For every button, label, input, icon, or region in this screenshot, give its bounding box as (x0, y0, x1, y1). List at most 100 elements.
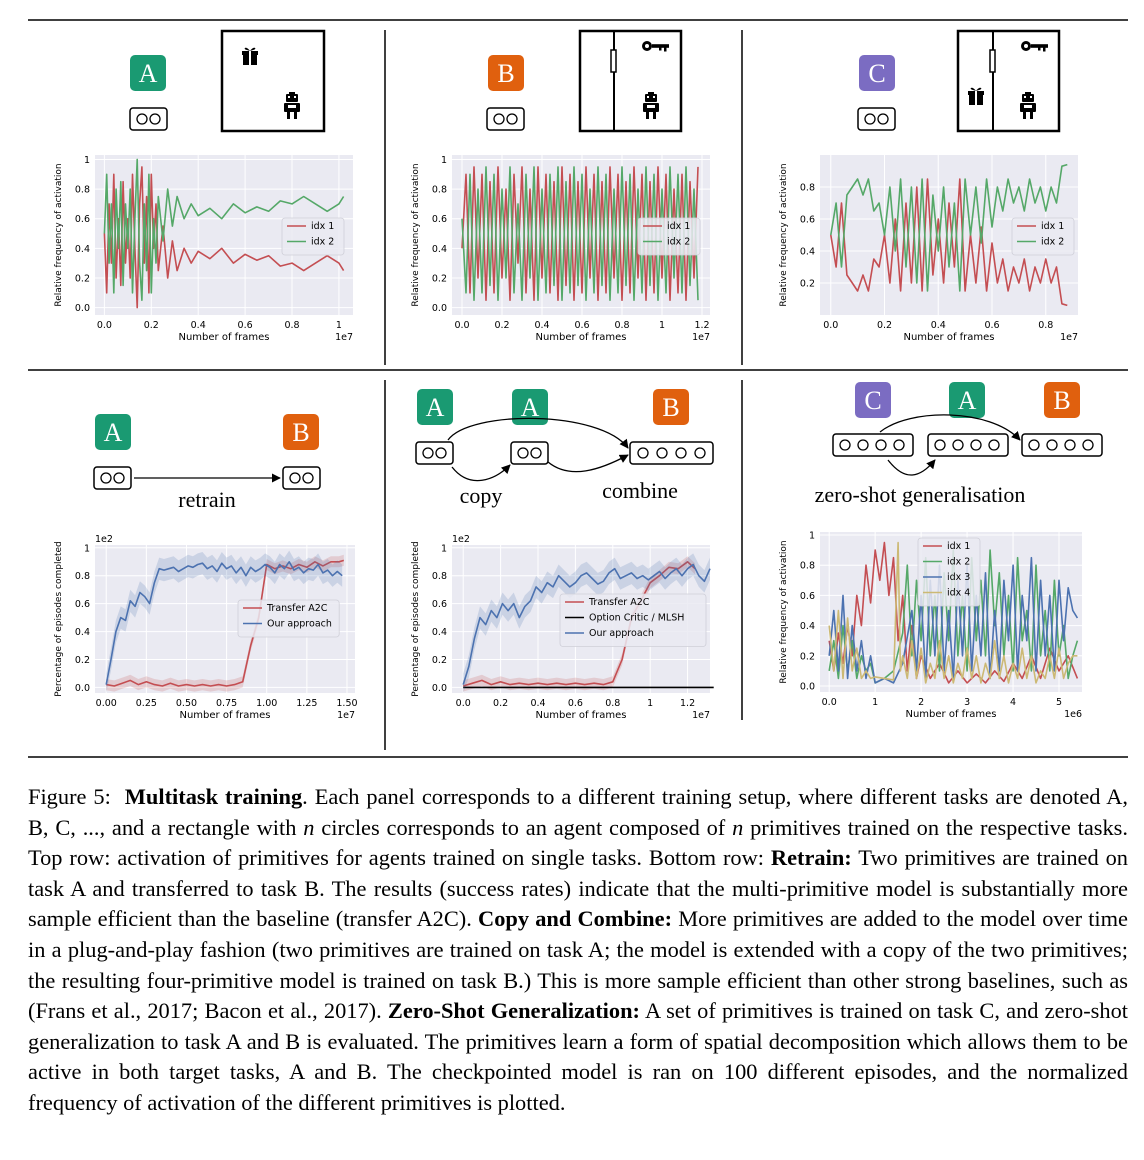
y-tick-label: 0.6 (432, 599, 447, 610)
y-offset-label: 1e2 (452, 534, 470, 545)
x-tick-label: 1 (872, 697, 878, 708)
y-tick-label: 0.8 (800, 561, 815, 572)
y-tick-label: 0.6 (800, 215, 815, 226)
agent-2-primitives (510, 441, 549, 465)
y-axis-label: Relative frequency of activation (54, 163, 64, 306)
copy-arrow (451, 464, 511, 482)
x-tick-label: 0.50 (176, 698, 197, 709)
y-tick-label: 1 (441, 543, 447, 554)
x-offset-label: 1e7 (1060, 332, 1078, 343)
series-line (830, 178, 1068, 307)
task-badge-label: C (864, 386, 881, 415)
agent-4-primitives (832, 433, 914, 457)
legend-label: Transfer A2C (588, 597, 650, 608)
caption-text: A set of primitives is trained on task C… (28, 998, 1128, 1115)
x-tick-label: 0.2 (144, 320, 159, 331)
series-line (828, 541, 1079, 684)
panel-single-b-header: B (486, 29, 683, 133)
series-line (461, 166, 699, 301)
agent-2-primitives (415, 441, 454, 465)
legend-label: Our approach (267, 619, 332, 630)
legend (559, 593, 707, 647)
x-tick-label: 1 (336, 320, 342, 331)
task-badge-label: B (662, 393, 679, 422)
chart-activation-task-b: 0.0 0.2 0.4 0.6 0.8 1 1.2 0.0 0.2 0.4 0.6 0.8 1 Numbe… (411, 155, 710, 343)
task-badge-label: A (521, 393, 540, 422)
x-tick-label: 3 (964, 697, 970, 708)
y-tick-label: 0.4 (432, 244, 447, 255)
x-tick-label: 0.6 (238, 320, 253, 331)
x-tick-label: 0.8 (284, 320, 299, 331)
caption-text: More primitives are added to the model o… (28, 906, 1128, 1024)
caption-title: Multitask training (124, 784, 303, 809)
panel-retrain-header: A B retrain (93, 414, 321, 512)
y-tick-label: 0.8 (432, 185, 447, 196)
legend-label: Our approach (589, 628, 654, 639)
series-band (463, 553, 710, 693)
x-tick-label: 0.0 (454, 320, 469, 331)
legend (637, 217, 701, 256)
combine-arrow-bottom (547, 454, 629, 473)
x-tick-label: 0.0 (822, 697, 837, 708)
y-tick-label: 0.2 (75, 655, 90, 666)
legend (1011, 217, 1075, 256)
x-tick-label: 0.8 (605, 698, 620, 709)
y-axis-label: Percentage of episodes completed (54, 541, 64, 697)
y-tick-label: 0.4 (800, 247, 815, 258)
series-line (462, 563, 711, 685)
task-badge-c (859, 55, 895, 91)
caption-text: . Each panel corresponds to a different … (28, 784, 1128, 840)
y-tick-label: 0.6 (432, 214, 447, 225)
agent-2-primitives (486, 107, 525, 131)
transfer-arrow-top (879, 414, 1021, 441)
task-badge-label: C (868, 59, 885, 88)
x-tick-label: 0.4 (931, 320, 946, 331)
x-tick-label: 0.2 (493, 698, 508, 709)
panel-single-a-header: A (129, 29, 326, 133)
task-badge-label: A (958, 386, 977, 415)
x-axis-label: Number of frames (535, 332, 626, 343)
legend-label: idx 2 (947, 557, 970, 568)
y-tick-label: 0.0 (75, 683, 90, 694)
agent-2-primitives (282, 466, 321, 490)
y-tick-label: 0.0 (75, 303, 90, 314)
x-tick-label: 5 (1056, 697, 1062, 708)
x-offset-label: 1e7 (692, 710, 710, 721)
y-axis-label: Relative frequency of activation (779, 540, 789, 683)
legend-label: idx 1 (311, 221, 334, 232)
series-band (463, 556, 695, 692)
transfer-arrow-bottom (887, 459, 936, 476)
x-tick-label: 1.2 (680, 698, 695, 709)
legend-label: idx 1 (1041, 221, 1064, 232)
task-badge-label: B (497, 59, 514, 88)
x-tick-label: 2 (918, 697, 924, 708)
y-tick-label: 0.8 (800, 183, 815, 194)
x-tick-label: 0.00 (96, 698, 117, 709)
chart-copy-combine-success: 0.0 0.2 0.4 0.6 0.8 1 1.2 0.0 0.2 0.4 0.6 0.8 1 Numbe… (411, 534, 714, 721)
combine-arrow-top (447, 417, 629, 449)
x-tick-label: 0.4 (530, 698, 545, 709)
y-tick-label: 1 (441, 155, 447, 166)
caption-text: primitives trained on the respective tas… (28, 814, 1128, 871)
y-tick-label: 0.0 (432, 683, 447, 694)
x-tick-label: 1.00 (256, 698, 277, 709)
y-tick-label: 0.0 (800, 681, 815, 692)
y-offset-label: 1e2 (95, 534, 113, 545)
y-tick-label: 0.2 (800, 651, 815, 662)
series-line (828, 556, 1079, 684)
x-tick-label: 0.25 (136, 698, 157, 709)
legend (281, 217, 345, 256)
x-tick-label: 4 (1010, 697, 1016, 708)
task-badge-b (488, 55, 524, 91)
caption-retrain-label: Retrain: (770, 845, 852, 871)
y-tick-label: 0.8 (432, 571, 447, 582)
x-offset-label: 1e6 (1064, 709, 1082, 720)
y-axis-label: Percentage of episodes completed (411, 541, 421, 697)
task-badge-b (653, 389, 689, 425)
legend-label: idx 4 (947, 588, 970, 599)
x-tick-label: 0.4 (534, 320, 549, 331)
x-tick-label: 0.0 (97, 320, 112, 331)
y-axis-label: Relative frequency of activation (411, 163, 421, 306)
door-icon (989, 49, 996, 73)
x-tick-label: 0.8 (614, 320, 629, 331)
